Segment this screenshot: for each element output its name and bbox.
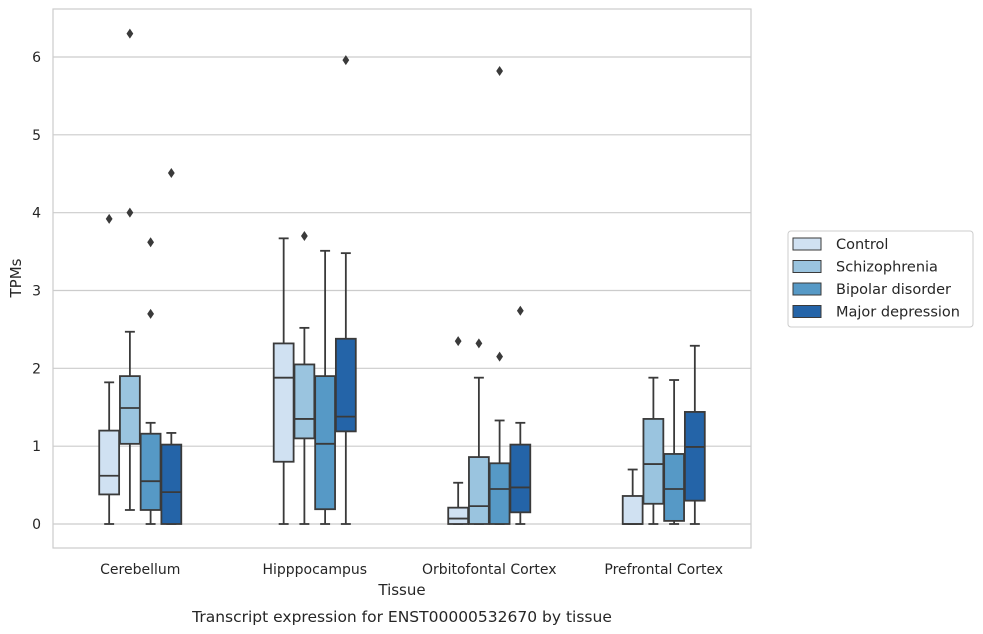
outlier-point [475, 338, 483, 349]
box [272, 237, 295, 525]
box [509, 305, 532, 525]
box-iqr [447, 506, 470, 525]
box [642, 376, 665, 525]
legend-label: Schizophrenia [836, 260, 938, 276]
legend-label: Major depression [836, 305, 960, 321]
series-2 [139, 66, 685, 525]
x-tick-label: Cerebellum [100, 562, 180, 578]
box-iqr [98, 429, 121, 496]
y-tick-label: 4 [32, 206, 41, 222]
box [468, 338, 490, 525]
legend-swatch-3 [792, 305, 822, 318]
legend-label: Bipolar disorder [836, 282, 951, 298]
outlier-point [342, 55, 350, 66]
legend-frame [787, 230, 974, 328]
series-1 [119, 28, 665, 525]
box [334, 55, 357, 525]
legend-swatch-1 [792, 260, 822, 273]
box-iqr [468, 456, 490, 525]
box [119, 28, 141, 511]
box-iqr [293, 363, 316, 440]
box-iqr [663, 453, 685, 522]
outlier-point [496, 351, 504, 362]
x-tick-labels: Cerebellum Hipppocampus Orbitofontal Corte… [100, 562, 723, 578]
y-tick-label: 2 [32, 361, 41, 377]
box-iqr [642, 418, 665, 505]
box-iqr [509, 443, 532, 514]
y-tick-label: 1 [32, 439, 41, 455]
box [98, 213, 121, 525]
box-iqr [314, 375, 336, 511]
box-iqr [139, 432, 162, 511]
box [314, 249, 336, 525]
box-iqr [683, 411, 706, 502]
legend-label: Control [836, 237, 888, 253]
outlier-point [300, 231, 308, 242]
outlier-point [454, 336, 462, 347]
figure-caption: Transcript expression for ENST0000053267… [191, 608, 612, 626]
x-tick-label: Prefrontal Cortex [604, 562, 723, 578]
series-0 [98, 213, 644, 525]
y-tick-labels: 0 1 2 3 4 5 6 [32, 50, 41, 533]
y-axis-label: TPMs [7, 258, 25, 298]
y-tick-label: 6 [32, 50, 41, 66]
box-iqr [334, 337, 357, 433]
box [683, 344, 706, 525]
x-tick-label: Hipppocampus [262, 562, 367, 578]
box-iqr [488, 462, 511, 525]
box-iqr [119, 375, 141, 445]
series-3 [160, 55, 706, 525]
outlier-point [126, 28, 134, 39]
box-iqr [272, 342, 295, 463]
outlier-point [105, 213, 113, 224]
x-tick-label: Orbitofontal Cortex [422, 562, 557, 578]
legend-swatch-2 [792, 282, 822, 296]
outlier-point [126, 207, 134, 218]
box [447, 336, 470, 525]
box-groups [98, 28, 706, 525]
box [160, 167, 183, 525]
x-axis-label: Tissue [377, 581, 425, 599]
outlier-point [516, 305, 524, 316]
y-tick-label: 5 [32, 128, 41, 144]
outlier-point [167, 167, 175, 178]
box [139, 237, 162, 525]
legend: Control Schizophrenia Bipolar disorder Majo… [787, 230, 974, 328]
box [663, 379, 685, 525]
plot-frame [52, 8, 752, 549]
box [293, 231, 316, 525]
y-tick-label: 0 [32, 517, 41, 533]
outlier-point [147, 237, 155, 248]
box-iqr [160, 443, 183, 525]
outlier-point [496, 66, 504, 77]
y-tick-label: 3 [32, 284, 41, 300]
legend-swatch-0 [792, 237, 822, 251]
box-iqr [621, 495, 644, 525]
box [621, 468, 644, 525]
outlier-point [147, 308, 155, 319]
